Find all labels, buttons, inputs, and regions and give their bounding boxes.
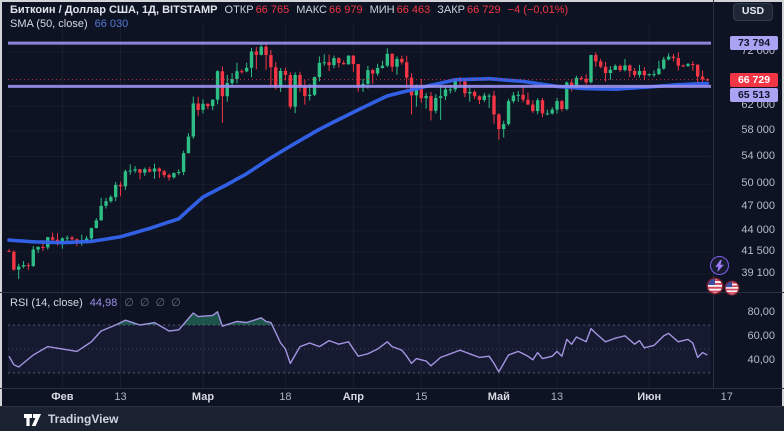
time-axis-label: 15: [415, 391, 428, 403]
price-axis-label: 80,00: [747, 306, 775, 318]
time-axis-label: Апр: [342, 391, 364, 403]
ohlc-pair: МАКС 66 979: [296, 4, 362, 16]
rsi-empty-slot-icon: ∅: [124, 297, 134, 309]
ohlc-value: 66 729: [467, 4, 501, 16]
ohlc-value: 66 463: [396, 4, 431, 16]
ohlc-pair: ЗАКР 66 729: [437, 4, 500, 16]
ohlc-label: МАКС: [296, 4, 327, 16]
currency-usd-button[interactable]: USD: [733, 3, 773, 21]
price-axis-label: 40,00: [747, 354, 775, 366]
last-price-badge: 66 729: [730, 72, 778, 87]
time-axis[interactable]: Фев 13 Мар 18 Апр 15 Май 13 Июн 17: [0, 389, 784, 406]
rsi-legend-row[interactable]: RSI (14, close) 44,98 ∅ ∅ ∅ ∅: [10, 296, 181, 310]
price-axis-label: 62 000: [741, 99, 775, 112]
footer-bar: TradingView: [0, 406, 784, 431]
ohlc-label: ОТКР: [224, 4, 254, 16]
price-axis-label: 44 000: [741, 223, 775, 236]
ohlc-value: 66 765: [255, 4, 290, 16]
sma-legend-label: SMA (50, close): [10, 18, 88, 30]
ohlc-value: 66 979: [328, 4, 363, 16]
ohlc-label: МИН: [369, 4, 395, 16]
time-axis-label: Мар: [191, 391, 215, 403]
us-flag-glyph: [706, 277, 724, 295]
ohlc-label: ЗАКР: [437, 4, 466, 16]
price-axis-label: 50 000: [741, 177, 775, 190]
price-axis-label: 39 100: [741, 266, 775, 279]
time-axis-label: Май: [487, 391, 510, 403]
price-change: −4 (−0,01%): [507, 4, 569, 16]
main-legend: Биткоин / Доллар США, 1Д, BITSTAMP ОТКР 6…: [10, 4, 568, 30]
us-flag-event-icon[interactable]: [706, 277, 724, 295]
rsi-empty-slot-icon: ∅: [155, 297, 166, 309]
sma-legend-value: 66 030: [94, 18, 129, 30]
ohlc-values: ОТКР 66 765 МАКС 66 979 МИН 66 463 ЗАКР 66 729: [225, 4, 501, 16]
tradingview-logo-glyph: [24, 413, 41, 426]
price-level-badge: 73 794: [730, 36, 778, 51]
time-axis-label: 13: [114, 391, 127, 403]
lightning-bolt-glyph: [715, 259, 724, 272]
time-axis-label: Фев: [51, 391, 74, 403]
time-axis-label: 13: [550, 391, 564, 403]
rsi-empty-slots: ∅ ∅ ∅ ∅: [124, 296, 180, 309]
sma-legend-row[interactable]: SMA (50, close) 66 030: [10, 18, 568, 30]
us-flag-glyph-2: [724, 280, 740, 296]
price-axis[interactable]: 72 000 62 000 58 000 54 000 50 000 47 000 44 0…: [713, 0, 784, 388]
tradingview-logo[interactable]: [24, 412, 41, 427]
ohlc-pair: ОТКР 66 765: [225, 4, 290, 16]
price-axis-label: 47 000: [741, 199, 775, 212]
lightning-event-icon[interactable]: [710, 256, 729, 275]
rsi-legend-label: RSI (14, close): [10, 296, 83, 309]
symbol-title[interactable]: Биткоин / Доллар США, 1Д, BITSTAMP: [10, 4, 218, 16]
rsi-legend-value: 44,98: [89, 296, 118, 309]
tradingview-brand[interactable]: TradingView: [48, 412, 119, 426]
time-axis-label: Июн: [637, 391, 662, 403]
price-axis-label: 58 000: [741, 123, 775, 136]
time-axis-label: 18: [279, 391, 292, 403]
price-level-badge: 65 513: [730, 87, 778, 102]
us-flag-event-icon-2[interactable]: [724, 280, 740, 296]
price-axis-label: 41 500: [741, 245, 775, 258]
price-axis-label: 54 000: [741, 149, 775, 162]
ohlc-pair: МИН 66 463: [370, 4, 431, 16]
rsi-empty-slot-icon: ∅: [171, 297, 181, 309]
rsi-empty-slot-icon: ∅: [139, 297, 150, 309]
price-axis-label: 60,00: [747, 330, 775, 342]
time-axis-label: 17: [720, 391, 733, 403]
